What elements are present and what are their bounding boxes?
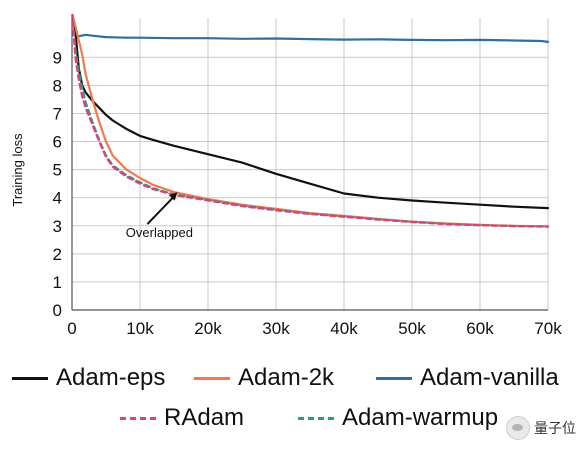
legend-swatch-adam-eps: [12, 376, 48, 380]
legend-label-adam-warmup: Adam-warmup: [342, 404, 499, 431]
legend-label-adam-eps: Adam-eps: [56, 364, 166, 391]
series-line-adam-vanilla: [72, 33, 550, 43]
legend-label-adam-2k: Adam-2k: [238, 364, 335, 391]
y-tick-label-8: 8: [53, 76, 62, 95]
y-tick-label-7: 7: [53, 104, 62, 123]
legend-item-adam-vanilla: Adam-vanilla: [376, 364, 559, 392]
y-tick-label-9: 9: [53, 48, 62, 67]
y-tick-label-0: 0: [53, 301, 62, 320]
y-axis-label: Training loss: [10, 133, 25, 207]
x-tick-label-4: 40k: [330, 319, 358, 338]
legend: Adam-eps Adam-2k Adam-vanilla RAdam Adam…: [0, 356, 584, 446]
legend-swatch-adam-2k: [194, 376, 230, 380]
x-tick-label-6: 60k: [466, 319, 494, 338]
annotation-arrowhead: [169, 192, 178, 201]
x-tick-labels: 0 10k 20k 30k 40k 50k 60k 70k: [67, 319, 562, 338]
x-tick-label-5: 50k: [398, 319, 426, 338]
legend-swatch-adam-warmup: [298, 416, 334, 420]
series-line-adam-warmup: [72, 14, 550, 228]
y-tick-label-2: 2: [53, 245, 62, 264]
legend-label-adam-vanilla: Adam-vanilla: [420, 364, 559, 391]
y-tick-label-3: 3: [53, 217, 62, 236]
x-tick-label-0: 0: [67, 319, 76, 338]
annotation-arrow: [146, 195, 176, 225]
legend-item-radam: RAdam: [120, 404, 244, 432]
wechat-account-icon: [506, 416, 530, 440]
legend-swatch-radam: [120, 416, 156, 420]
y-tick-label-6: 6: [53, 133, 62, 152]
x-tick-label-7: 70k: [534, 319, 562, 338]
grid: [71, 14, 549, 311]
legend-item-adam-2k: Adam-2k: [194, 364, 334, 392]
y-tick-label-5: 5: [53, 161, 62, 180]
legend-swatch-adam-vanilla: [376, 376, 412, 380]
x-tick-label-3: 30k: [262, 319, 290, 338]
series-lines: [72, 14, 550, 228]
x-tick-label-1: 10k: [126, 319, 154, 338]
legend-item-adam-eps: Adam-eps: [12, 364, 165, 392]
y-tick-label-4: 4: [53, 189, 62, 208]
training-loss-chart: 0 1 2 3 4 5 6 7 8 9 0 10k 20k 30k 40k 50k 60k 70k Traini…: [10, 14, 562, 338]
series-line-adam-2k: [72, 14, 550, 228]
watermark-text: 量子位: [534, 421, 576, 437]
watermark: 量子位: [506, 416, 576, 440]
series-line-radam: [72, 14, 550, 228]
x-tick-label-2: 20k: [194, 319, 222, 338]
annotation-text: Overlapped: [126, 225, 193, 240]
overlapped-annotation: Overlapped: [126, 192, 193, 240]
y-tick-label-1: 1: [53, 273, 62, 292]
series-line-adam-eps: [72, 14, 550, 210]
y-tick-labels: 0 1 2 3 4 5 6 7 8 9: [53, 48, 62, 320]
legend-label-radam: RAdam: [164, 404, 245, 431]
legend-item-adam-warmup: Adam-warmup: [298, 404, 498, 432]
